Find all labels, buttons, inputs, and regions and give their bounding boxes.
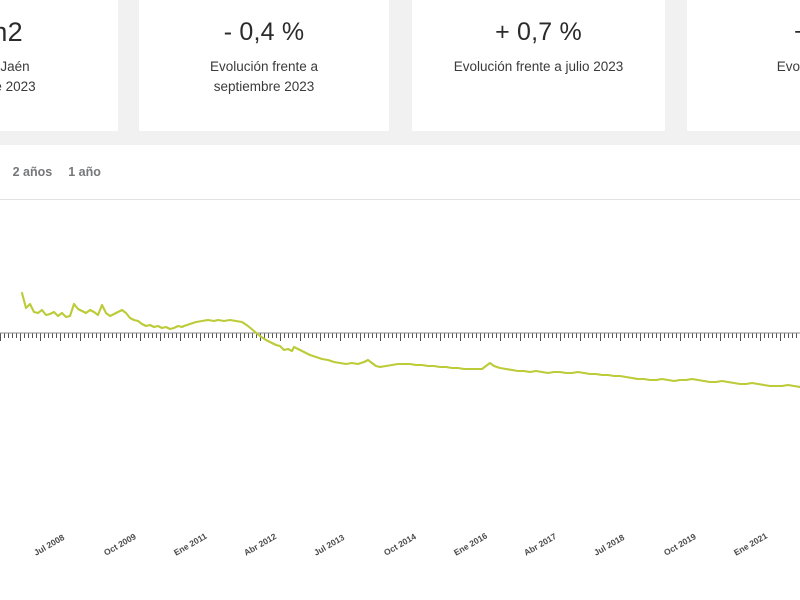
x-axis-tick-label: Oct 2019 <box>662 531 698 558</box>
kpi-card-label: Evolución frente a julio 2023 <box>412 57 665 77</box>
x-axis-tick-label: Abr 2017 <box>522 531 559 558</box>
kpi-card-value: + 0,7 % <box>495 18 582 46</box>
kpi-card-value: - 0,4 % <box>223 18 305 46</box>
chart-minor-ticks <box>0 333 797 341</box>
range-option-2-years[interactable]: 2 años <box>12 165 53 179</box>
x-axis-tick-label: Ene 2011 <box>172 530 209 558</box>
kpi-card-value: /m2 <box>0 17 23 47</box>
chart-range-selector: os 2 años 1 año <box>0 165 109 179</box>
x-axis-tick-label: Jul 2008 <box>32 532 67 558</box>
chart-series-line <box>20 291 800 389</box>
kpi-card-label-line: Evolución frente a julio 2023 <box>453 59 624 74</box>
kpi-card-label: Evolución fr 2 <box>687 57 800 97</box>
x-axis-tick-label: Abr 2012 <box>242 531 279 558</box>
kpi-card-label-line: 2 en Jaén <box>0 59 30 74</box>
panel-divider <box>0 199 800 200</box>
price-evolution-chart: Jul 2008 Oct 2009 Ene 2011 Abr 2012 Jul 2013… <box>0 200 800 600</box>
x-axis-tick-label: Ene 2021 <box>732 530 769 558</box>
x-axis-tick-label: Ene 2016 <box>452 530 489 558</box>
kpi-card-label: Evolución frente a septiembre 2023 <box>139 57 389 97</box>
kpi-card-price-per-m2: /m2 2 en Jaén ctubre 2023 <box>0 0 118 131</box>
kpi-card-label-line: ctubre 2023 <box>0 79 36 94</box>
kpi-card-label: 2 en Jaén ctubre 2023 <box>0 57 118 97</box>
x-axis-tick-label: Jul 2018 <box>592 532 627 558</box>
chart-range-panel: os 2 años 1 año <box>0 145 800 201</box>
x-axis-tick-label: Oct 2009 <box>102 531 138 558</box>
range-option-1-year[interactable]: 1 año <box>68 165 101 179</box>
kpi-card-value: + 0 <box>687 14 800 50</box>
chart-canvas[interactable] <box>0 200 800 600</box>
x-axis-tick-label: Oct 2014 <box>382 531 418 558</box>
kpi-card-label-line: septiembre 2023 <box>213 79 315 94</box>
kpi-card-label-line: 2 <box>701 77 800 97</box>
kpi-cards-row: /m2 2 en Jaén ctubre 2023 - 0,4 % Evoluc… <box>0 0 800 131</box>
kpi-card-label-line: Evolución fr <box>776 59 800 74</box>
chart-x-axis-labels: Jul 2008 Oct 2009 Ene 2011 Abr 2012 Jul 2013… <box>0 530 800 593</box>
kpi-card-vs-previous-year: + 0 Evolución fr 2 <box>687 0 800 131</box>
kpi-card-vs-july: + 0,7 % Evolución frente a julio 2023 <box>412 0 665 131</box>
kpi-card-vs-september: - 0,4 % Evolución frente a septiembre 20… <box>139 0 389 131</box>
x-axis-tick-label: Jul 2013 <box>312 532 347 558</box>
kpi-card-label-line: Evolución frente a <box>209 59 319 74</box>
